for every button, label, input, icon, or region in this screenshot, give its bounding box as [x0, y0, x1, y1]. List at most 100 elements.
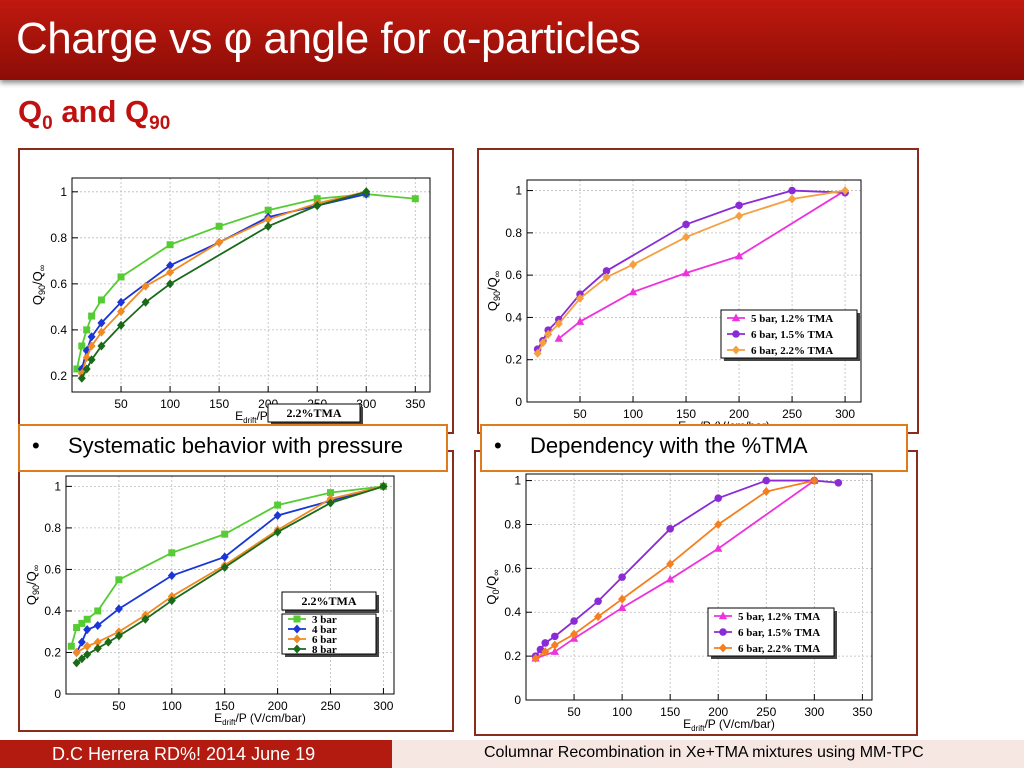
plot-frame [65, 475, 395, 695]
data-point [115, 576, 123, 584]
x-axis-label-main: E [235, 409, 243, 423]
data-point [93, 637, 102, 647]
data-point [554, 334, 564, 342]
y-axis-label-rest: /Q [24, 571, 39, 585]
data-point [550, 647, 560, 655]
y-tick-label: 0.2 [44, 645, 61, 659]
y-tick-label: 0.4 [50, 323, 67, 337]
data-point [114, 631, 123, 641]
data-point [762, 476, 771, 485]
x-tick-label: 100 [162, 699, 182, 713]
plot-frame [71, 177, 431, 393]
x-tick-label: 250 [321, 699, 341, 713]
y-tick-label: 0.2 [505, 353, 522, 367]
chart-svg: 50 100 150 200 250 300 350 0 0.2 0.4 0.6 0.8 1 Edrift… [484, 473, 873, 733]
y-tick-label: 0 [514, 693, 521, 707]
legend-label: 8 bar [312, 644, 337, 656]
data-point [618, 573, 626, 581]
footer-left-text: D.C Herrera RD%! 2014 June 19 [52, 744, 316, 764]
x-tick-label: 300 [373, 699, 393, 713]
data-point [326, 498, 335, 508]
y-tick-label: 1 [60, 185, 67, 199]
data-point [714, 544, 723, 552]
data-point [78, 342, 86, 350]
footer-right-text: Columnar Recombination in Xe+TMA mixture… [484, 744, 924, 761]
plot-frame [525, 473, 873, 701]
data-point [117, 320, 126, 330]
legend-label: 6 bar, 2.2% TMA [738, 643, 820, 655]
data-point [166, 241, 174, 249]
panel-bottom-left: 50 100 150 200 250 300 0 0.2 0.4 0.6 0.8 1 Edrift/P … [18, 450, 454, 732]
data-point [168, 549, 176, 557]
data-point [273, 510, 282, 520]
data-point [97, 296, 105, 304]
x-tick-label: 150 [660, 705, 680, 719]
data-point [714, 494, 723, 502]
data-point [77, 654, 86, 664]
data-point [570, 629, 579, 639]
panel-top-left: 501001502002503003500.20.40.60.81Edrift/… [18, 148, 454, 434]
x-axis-label-sub: drift [243, 416, 257, 425]
data-point [762, 487, 771, 497]
data-point [67, 642, 75, 650]
x-tick-label: 300 [835, 407, 855, 421]
legend-marker [718, 611, 728, 620]
x-tick-label: 150 [215, 699, 235, 713]
y-tick-label: 0.8 [504, 517, 521, 531]
data-point [87, 355, 96, 365]
y-tick-label: 0.8 [50, 231, 67, 245]
y-tick-label: 0 [515, 395, 522, 409]
y-axis-label-main: Q [30, 295, 45, 305]
data-point [264, 206, 272, 214]
series-line [76, 485, 384, 654]
data-point [602, 272, 611, 282]
data-point [97, 327, 106, 337]
data-point [714, 519, 723, 529]
panel-top-right: 5010015020025030000.20.40.60.81Edrift/P … [477, 148, 919, 434]
series-2 [72, 481, 388, 657]
chart-svg: 501001502002503003500.20.40.60.81Edrift/… [30, 177, 431, 432]
y-tick-label: 0.4 [504, 605, 521, 619]
chart-svg: 5010015020025030000.20.40.60.81Edrift/P … [485, 179, 862, 432]
x-axis-label-sub: drift [222, 718, 236, 727]
data-point [94, 607, 102, 615]
data-point [93, 643, 102, 653]
legend-marker [293, 624, 301, 634]
data-point [628, 287, 638, 296]
bullet-text: Dependency with the %TMA [530, 433, 808, 458]
data-point [594, 612, 603, 622]
x-axis-label-rest: /P (V/cm/bar) [704, 717, 774, 731]
data-point [313, 201, 322, 211]
y-tick-label: 0.8 [44, 521, 61, 535]
data-point [531, 653, 540, 663]
series-1 [73, 190, 419, 373]
data-point [166, 279, 175, 289]
y-axis-label-sub: 90 [492, 291, 502, 301]
chart-q0-pressure: 50 100 150 200 250 300 0 0.2 0.4 0.6 0.8 1 Edrift/P … [20, 452, 452, 730]
data-point [104, 637, 113, 647]
legend-marker [719, 643, 727, 653]
y-tick-label: 0.2 [504, 649, 521, 663]
y-tick-label: 1 [514, 474, 521, 488]
data-point [682, 220, 690, 229]
legend-marker [731, 313, 741, 322]
plot-frame [526, 179, 862, 403]
data-point [117, 297, 126, 307]
x-tick-label: 350 [852, 705, 872, 719]
data-point [735, 211, 744, 221]
legend: 5 bar, 1.2% TMA 6 bar, 1.5% TMA 6 bar, 2.2… [720, 309, 860, 361]
y-axis-label-sub: 0 [491, 590, 501, 595]
data-point [215, 222, 223, 230]
series-3 [77, 187, 371, 379]
data-point [810, 476, 819, 486]
footer-presentation-title: Columnar Recombination in Xe+TMA mixture… [392, 740, 1024, 768]
x-tick-label: 100 [160, 397, 180, 411]
legend-label: 4 bar [312, 624, 337, 636]
data-point [97, 318, 106, 328]
y-axis-label-sub: 90 [31, 585, 41, 595]
data-point [576, 293, 585, 303]
data-point [629, 260, 638, 270]
slide-title: Charge vs φ angle for α-particles [16, 14, 641, 63]
y-axis-label: Q90/Q∞ [30, 265, 47, 305]
